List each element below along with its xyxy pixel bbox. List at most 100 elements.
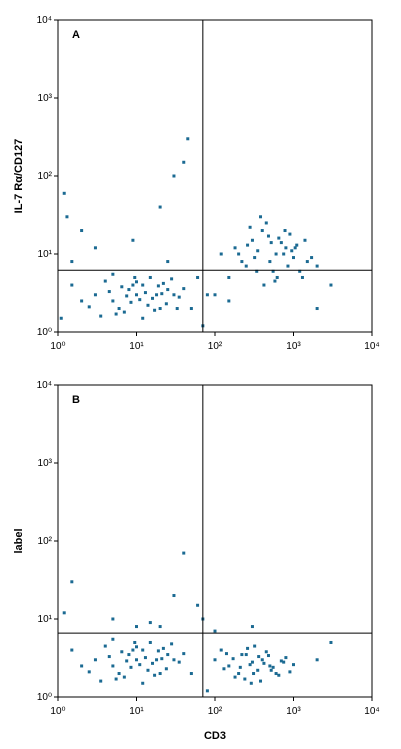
event-dot bbox=[255, 269, 259, 273]
event-dot bbox=[141, 316, 145, 320]
event-dot bbox=[252, 672, 256, 676]
x-tick-label: 10¹ bbox=[129, 706, 144, 717]
event-dot bbox=[290, 249, 294, 253]
event-dot bbox=[295, 243, 299, 247]
event-dot bbox=[70, 648, 74, 652]
event-dot bbox=[268, 260, 272, 264]
y-tick-label: 10⁴ bbox=[37, 380, 52, 391]
event-dot bbox=[244, 264, 248, 268]
event-dot bbox=[240, 260, 244, 264]
event-dot bbox=[274, 252, 278, 256]
event-dot bbox=[158, 672, 162, 676]
event-dot bbox=[253, 256, 257, 260]
event-dot bbox=[160, 657, 164, 661]
event-dot bbox=[219, 648, 223, 652]
event-dot bbox=[196, 275, 200, 279]
event-dot bbox=[135, 658, 138, 662]
event-dot bbox=[266, 234, 270, 238]
event-dot bbox=[125, 659, 129, 663]
event-dot bbox=[227, 299, 231, 303]
event-dot bbox=[62, 611, 66, 615]
panel-letter: A bbox=[72, 29, 80, 41]
event-dot bbox=[298, 269, 302, 273]
event-dot bbox=[250, 660, 254, 664]
event-dot bbox=[125, 294, 129, 298]
event-dot bbox=[237, 672, 241, 676]
y-tick-label: 10¹ bbox=[38, 249, 53, 260]
event-dot bbox=[213, 658, 217, 662]
x-tick-label: 10² bbox=[208, 706, 223, 717]
event-dot bbox=[122, 675, 126, 679]
y-tick-label: 10⁰ bbox=[37, 327, 52, 338]
event-dot bbox=[286, 264, 290, 268]
event-dot bbox=[161, 281, 165, 285]
event-dot bbox=[153, 673, 157, 677]
event-dot bbox=[70, 260, 74, 264]
event-dot bbox=[80, 299, 84, 303]
event-dot bbox=[177, 295, 181, 299]
event-dot bbox=[148, 275, 152, 279]
event-dot bbox=[182, 551, 186, 555]
event-dot bbox=[111, 617, 115, 621]
event-dot bbox=[117, 307, 121, 311]
event-dot bbox=[213, 629, 217, 633]
event-dot bbox=[141, 283, 145, 287]
event-dot bbox=[103, 279, 107, 283]
event-dot bbox=[315, 307, 319, 311]
event-dot bbox=[288, 232, 292, 236]
event-dot bbox=[172, 293, 176, 297]
event-dot bbox=[205, 293, 209, 297]
event-dot bbox=[164, 302, 168, 306]
event-dot bbox=[155, 658, 159, 662]
event-dot bbox=[189, 307, 193, 311]
event-dot bbox=[305, 260, 309, 264]
event-dot bbox=[156, 649, 160, 653]
event-dot bbox=[271, 269, 275, 273]
event-dot bbox=[315, 658, 319, 662]
event-dot bbox=[70, 283, 74, 287]
y-tick-label: 10² bbox=[38, 536, 53, 547]
event-dot bbox=[156, 284, 160, 288]
event-dot bbox=[143, 656, 147, 660]
event-dot bbox=[273, 279, 277, 283]
y-tick-label: 10⁰ bbox=[37, 692, 52, 703]
event-dot bbox=[146, 668, 150, 672]
x-tick-label: 10⁰ bbox=[50, 341, 65, 352]
y-tick-label: 10² bbox=[38, 171, 53, 182]
event-dot bbox=[283, 229, 287, 233]
panel-letter: B bbox=[72, 394, 80, 406]
event-dot bbox=[138, 298, 142, 302]
event-dot bbox=[80, 664, 84, 668]
event-dot bbox=[172, 594, 176, 598]
event-dot bbox=[135, 280, 138, 284]
event-dot bbox=[196, 603, 200, 607]
event-dot bbox=[131, 648, 135, 652]
event-dot bbox=[133, 275, 137, 279]
event-dot bbox=[260, 229, 264, 233]
event-dot bbox=[107, 655, 111, 659]
event-dot bbox=[268, 664, 272, 668]
event-dot bbox=[99, 679, 103, 683]
event-dot bbox=[233, 246, 237, 250]
event-dot bbox=[243, 677, 247, 681]
event-dot bbox=[246, 243, 250, 247]
event-dot bbox=[310, 256, 314, 260]
event-dot bbox=[219, 252, 223, 256]
event-dot bbox=[151, 296, 155, 300]
x-tick-label: 10⁴ bbox=[364, 341, 379, 352]
event-dot bbox=[127, 288, 131, 292]
event-dot bbox=[300, 275, 304, 279]
event-dot bbox=[266, 654, 270, 658]
event-dot bbox=[111, 637, 115, 641]
event-dot bbox=[166, 260, 170, 264]
plot-frame bbox=[57, 384, 373, 698]
event-dot bbox=[277, 236, 281, 240]
event-dot bbox=[143, 291, 147, 295]
event-dot bbox=[279, 241, 283, 245]
event-dot bbox=[93, 246, 97, 250]
event-dot bbox=[135, 293, 138, 297]
event-dot bbox=[249, 681, 253, 685]
event-dot bbox=[244, 653, 248, 657]
event-dot bbox=[264, 650, 268, 654]
